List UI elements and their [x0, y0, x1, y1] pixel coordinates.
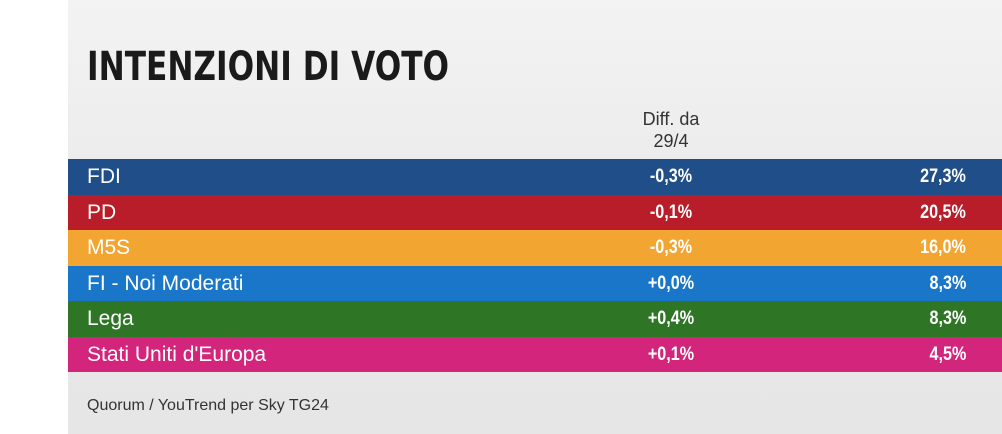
chart-title: INTENZIONI DI VOTO	[87, 44, 450, 90]
poll-panel: INTENZIONI DI VOTO Diff. da 29/4 FDI -0,3…	[68, 0, 1002, 434]
party-percentage: 16,0%	[920, 237, 966, 258]
party-diff: -0,3%	[649, 166, 693, 187]
diff-header-line1: Diff. da	[642, 109, 700, 129]
party-percentage: 8,3%	[929, 272, 966, 294]
table-row: FDI -0,3% 27,3%	[68, 159, 1002, 195]
poll-table: FDI -0,3% 27,3% PD -0,1% 20,5% M5S -0,3% 16,0% FI…	[68, 159, 1002, 372]
party-diff: +0,0%	[647, 272, 695, 294]
diff-header-line2: 29/4	[653, 131, 689, 151]
table-row: Lega +0,4% 8,3%	[68, 301, 1002, 337]
party-diff: +0,4%	[647, 308, 695, 329]
source-note: Quorum / YouTrend per Sky TG24	[87, 397, 329, 414]
party-diff: -0,1%	[649, 201, 693, 223]
party-diff: -0,3%	[649, 237, 693, 258]
party-percentage: 27,3%	[920, 166, 966, 187]
diff-column-header: Diff. da 29/4	[616, 108, 726, 152]
table-row: M5S -0,3% 16,0%	[68, 230, 1002, 266]
party-name: Lega	[87, 307, 134, 330]
party-percentage: 8,3%	[929, 308, 966, 329]
table-row: Stati Uniti d'Europa +0,1% 4,5%	[68, 336, 1002, 372]
party-name: FDI	[87, 165, 121, 188]
party-name: PD	[87, 200, 117, 224]
party-name: FI - Noi Moderati	[87, 271, 244, 295]
party-percentage: 20,5%	[920, 201, 966, 223]
party-name: Stati Uniti d'Europa	[87, 342, 267, 366]
party-diff: +0,1%	[647, 343, 695, 365]
table-row: FI - Noi Moderati +0,0% 8,3%	[68, 265, 1002, 301]
party-percentage: 4,5%	[929, 343, 966, 365]
party-name: M5S	[87, 236, 131, 259]
table-row: PD -0,1% 20,5%	[68, 194, 1002, 230]
